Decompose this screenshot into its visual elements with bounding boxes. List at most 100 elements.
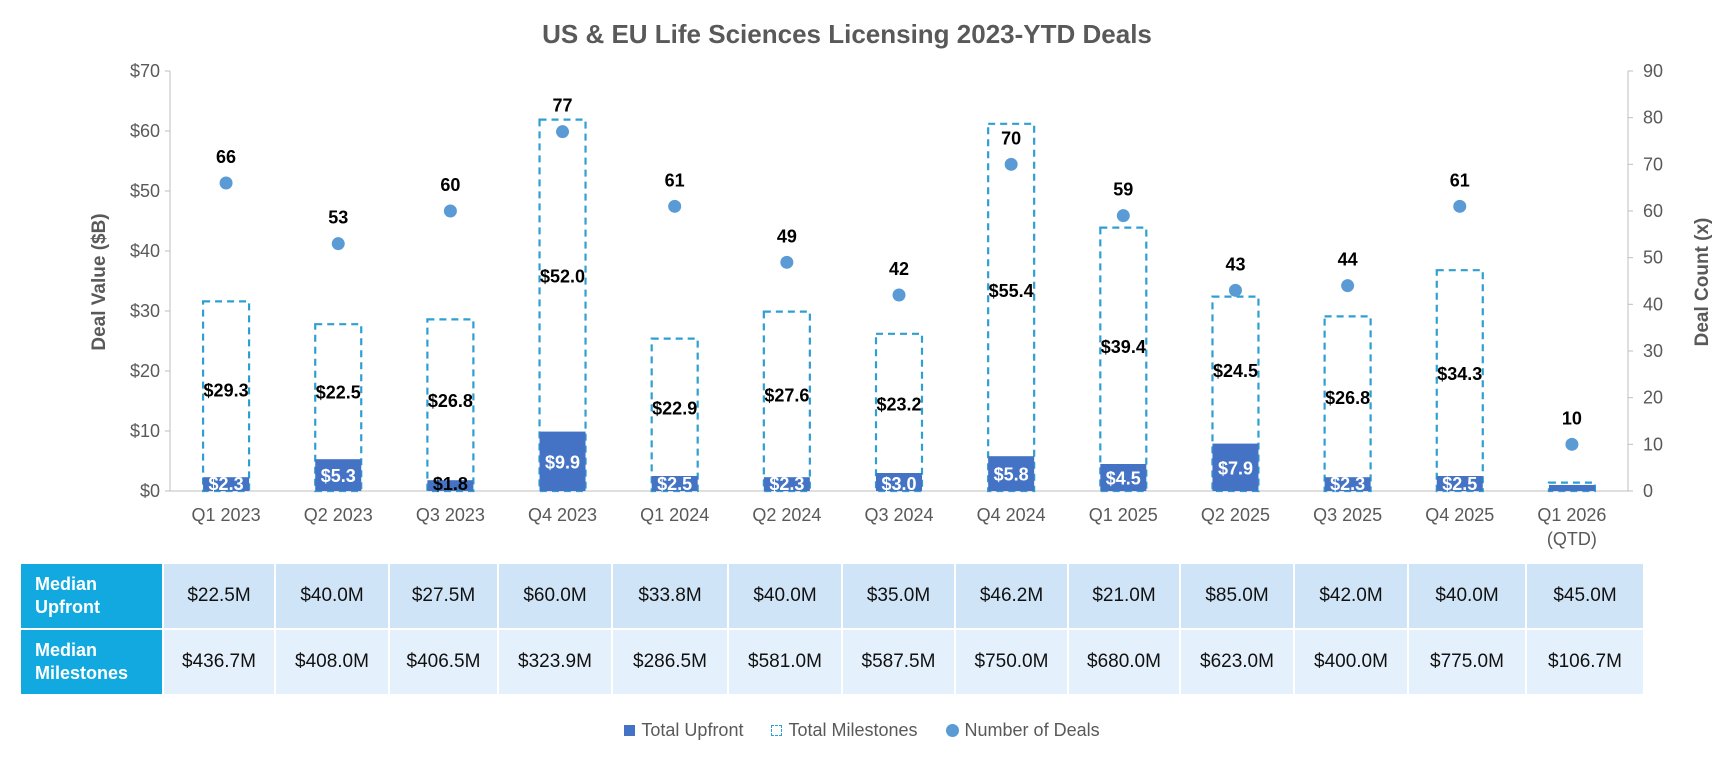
legend-swatch-milestones [771,725,783,736]
y-tick-label: $70 [130,61,160,81]
x-tick-label: Q1 2026 [1537,505,1606,525]
y-tick-label: $30 [130,301,160,321]
x-tick-label: Q4 2025 [1425,505,1494,525]
plot-area: $0 $10 $20 $30 $40 $50 $60 $70 0 10 20 30 40 50 60 70 80… [130,61,1663,549]
table-cell: $408.0M [276,630,388,694]
bar-milestones [762,310,811,493]
table-cell: $42.0M [1295,564,1407,628]
data-label-upfront: $2.3 [769,474,804,494]
table-cell: $22.5M [164,564,274,628]
data-label-deals: 42 [889,259,909,279]
data-label-upfront: $5.8 [994,465,1029,485]
legend-swatch-upfront [624,725,636,736]
data-label-milestones: $23.2 [876,394,921,414]
x-tick-label: Q3 2023 [416,505,485,525]
y-tick-label: $10 [130,421,160,441]
data-label-upfront: $2.5 [1442,474,1477,494]
table-cell: $35.0M [843,564,954,628]
table-cell: $46.2M [956,564,1067,628]
chart-legend: Total Upfront Total Milestones Number of… [0,720,1724,741]
data-label-upfront: $1.8 [433,474,468,494]
table-cell: $40.0M [729,564,841,628]
data-label-milestones: $24.5 [1213,361,1258,381]
deals-point [1004,157,1018,171]
table-cell: $436.7M [164,630,274,694]
bar-milestones [1099,226,1148,493]
y2-tick-label: 50 [1643,248,1663,268]
table-cell: $40.0M [1409,564,1525,628]
bar-milestones [874,332,924,493]
bar-upfront [1548,485,1595,491]
deals-point [668,199,682,213]
bar-upfront [427,480,474,491]
chart-title: US & EU Life Sciences Licensing 2023-YTD… [542,19,1152,49]
data-label-milestones: $22.5 [316,383,361,403]
data-label-deals: 77 [553,96,573,116]
bar-upfront [876,473,922,491]
data-label-deals: 61 [1450,170,1470,190]
y-tick-label: $40 [130,241,160,261]
x-tick-label: Q1 2023 [192,505,261,525]
data-label-milestones: $27.6 [764,385,809,405]
legend-item-deals: Number of Deals [945,720,1100,741]
y-axis-label: Deal Value ($B) [89,213,110,350]
legend-swatch-deals [945,724,959,737]
legend-label-deals: Number of Deals [964,720,1100,740]
data-label-deals: 10 [1562,408,1582,428]
y2-tick-label: 10 [1643,434,1663,454]
data-label-deals: 43 [1225,254,1245,274]
table-cell: $406.5M [390,630,497,694]
x-tick-label: Q3 2025 [1313,505,1382,525]
data-label-deals: 61 [665,170,685,190]
bar-upfront [315,459,362,491]
row-header-median-upfront: Median Upfront [21,564,162,628]
legend-item-upfront: Total Upfront [624,720,743,741]
deals-point [1341,279,1355,293]
table-cell: $60.0M [499,564,611,628]
table-cell: $581.0M [729,630,841,694]
bar-upfront [1100,464,1147,491]
deals-point [892,288,906,302]
x-tick-label: Q4 2023 [528,505,597,525]
deals-point [556,125,570,139]
data-label-deals: 44 [1338,250,1358,270]
x-tick-label: Q2 2025 [1201,505,1270,525]
table-cell: $750.0M [956,630,1067,694]
data-label-milestones: $26.8 [1325,388,1370,408]
y2-tick-label: 40 [1643,294,1663,314]
y2-tick-label: 90 [1643,61,1663,81]
bar-upfront [1436,476,1483,491]
table-cell: $27.5M [390,564,497,628]
x-tick-label: (QTD) [1547,529,1597,549]
bar-milestones [987,122,1036,493]
y2-tick-label: 80 [1643,108,1663,128]
deals-point [1116,209,1130,223]
table-cell: $21.0M [1069,564,1179,628]
row-header-line: Milestones [35,663,129,683]
data-label-upfront: $2.3 [209,474,244,494]
median-milestones-row: Median Milestones $436.7M $408.0M $406.5… [21,630,1643,694]
table-cell: $323.9M [499,630,611,694]
data-label-milestones: $39.4 [1101,337,1146,357]
medians-table: Median Upfront $22.5M $40.0M $27.5M $60.… [19,562,1645,696]
deals-point [219,176,233,190]
data-label-milestones: $22.9 [652,398,697,418]
data-label-deals: 66 [216,147,236,167]
data-label-milestones: $34.3 [1437,364,1482,384]
y2-axis-label: Deal Count (x) [1692,218,1713,347]
deals-chart: US & EU Life Sciences Licensing 2023-YTD… [89,19,1713,549]
bar-upfront [763,477,810,491]
data-label-milestones: $26.8 [428,391,473,411]
deals-point [443,204,457,218]
legend-item-milestones: Total Milestones [771,720,918,741]
table-cell: $33.8M [613,564,727,628]
data-label-upfront: $2.3 [1330,474,1365,494]
table-cell: $623.0M [1181,630,1293,694]
table-cell: $775.0M [1409,630,1525,694]
y2-tick-label: 60 [1643,201,1663,221]
x-tick-label: Q3 2024 [864,505,933,525]
row-header-line: Median [35,640,98,660]
deals-point [1565,437,1579,451]
data-label-milestones: $52.0 [540,267,585,287]
table-cell: $680.0M [1069,630,1179,694]
